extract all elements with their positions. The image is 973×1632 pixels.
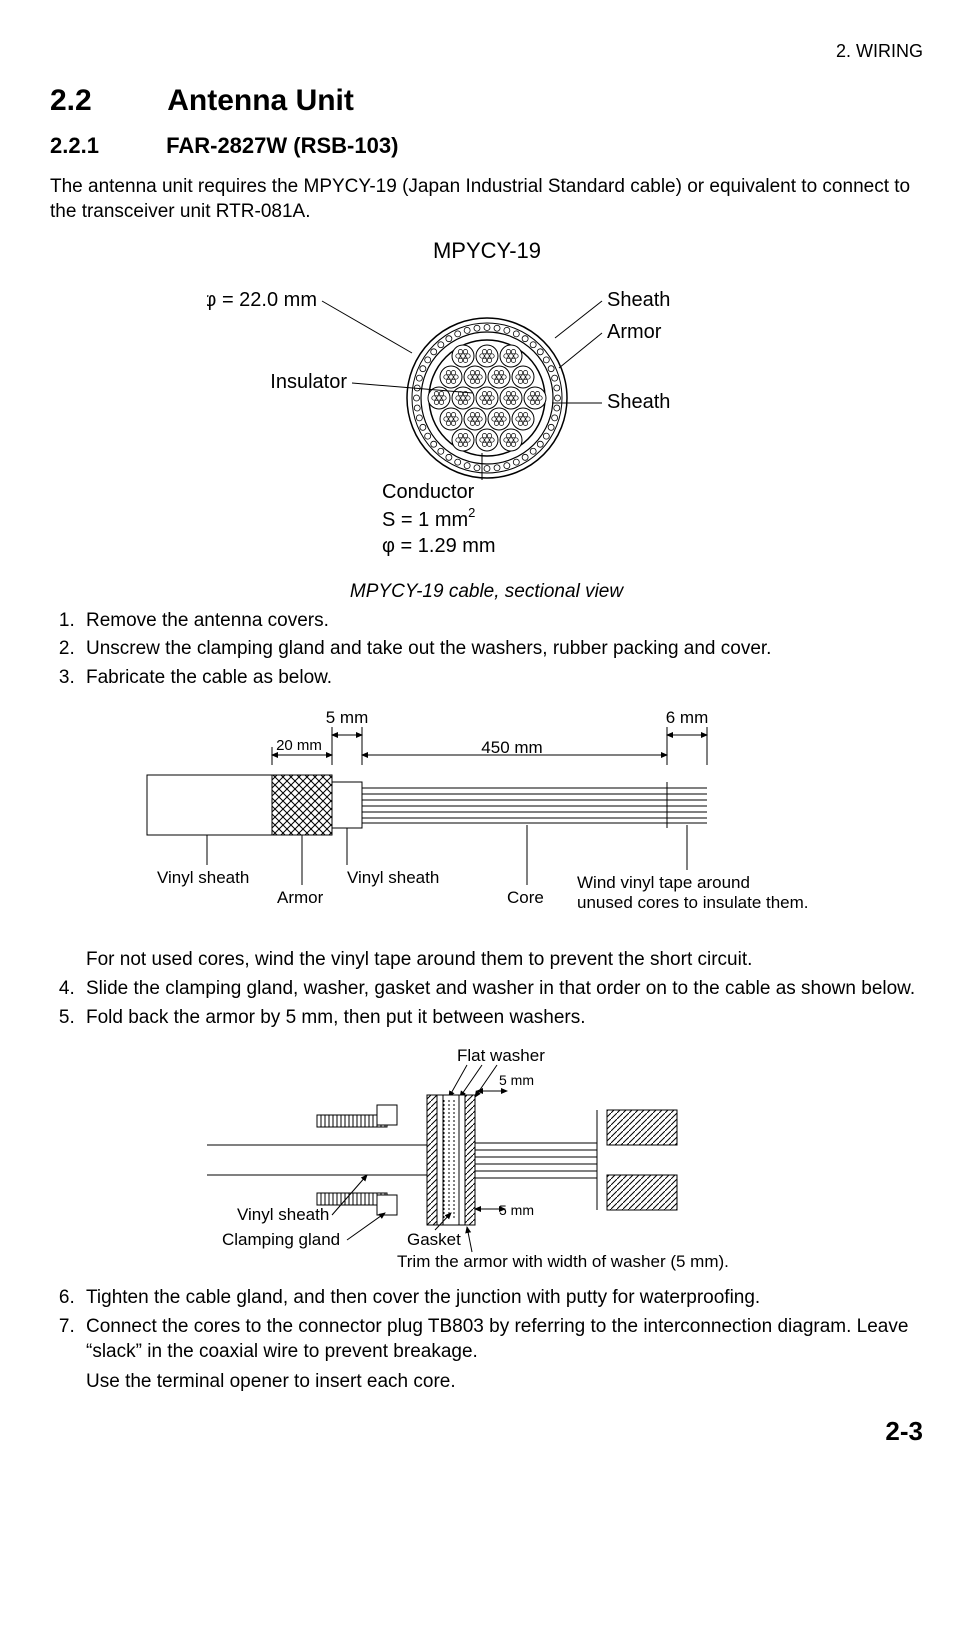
figure-cable-section: MPYCY-19 φ = 22.0 mm Insulator Sheath Ar…	[50, 238, 923, 576]
section-heading: 2.2 Antenna Unit	[50, 81, 923, 120]
chapter-header: 2. WIRING	[50, 40, 923, 63]
step-7: Connect the cores to the connector plug …	[80, 1315, 923, 1364]
subsection-title: FAR-2827W (RSB-103)	[166, 133, 398, 158]
fig2-vinylsheath-left: Vinyl sheath	[157, 868, 249, 887]
fig1-armor-label: Armor	[607, 321, 662, 343]
step-6: Tighten the cable gland, and then cover …	[80, 1286, 923, 1311]
fig3-clampinggland: Clamping gland	[222, 1230, 340, 1249]
section-title: Antenna Unit	[167, 84, 354, 117]
fig2-5mm: 5 mm	[325, 708, 368, 727]
figure-clamping-gland: Flat washer 5 mm	[50, 1045, 923, 1283]
step-3: Fabricate the cable as below.	[80, 666, 923, 691]
fig2-armor: Armor	[277, 888, 324, 907]
fig3-5mm-top: 5 mm	[499, 1072, 534, 1088]
subsection-heading: 2.2.1 FAR-2827W (RSB-103)	[50, 132, 923, 161]
fig1-conductor-label: Conductor	[382, 481, 475, 503]
fig2-vinylsheath-mid: Vinyl sheath	[347, 868, 439, 887]
fig1-insulator-label: Insulator	[270, 371, 347, 393]
fig2-note2: unused cores to insulate them.	[577, 893, 809, 912]
fig3-flatwasher: Flat washer	[457, 1046, 545, 1065]
fig3-note: Trim the armor with width of washer (5 m…	[397, 1252, 729, 1271]
intro-paragraph: The antenna unit requires the MPYCY-19 (…	[50, 175, 923, 224]
fig2-6mm: 6 mm	[665, 708, 708, 727]
steps-list-b: Slide the clamping gland, washer, gasket…	[50, 977, 923, 1030]
step-4: Slide the clamping gland, washer, gasket…	[80, 977, 923, 1002]
fig3-gasket: Gasket	[407, 1230, 461, 1249]
step-5: Fold back the armor by 5 mm, then put it…	[80, 1006, 923, 1031]
fig1-sheath-bot-label: Sheath	[607, 391, 670, 413]
fig2-note1: Wind vinyl tape around	[577, 873, 750, 892]
section-number: 2.2	[50, 81, 160, 120]
steps-list-c: Tighten the cable gland, and then cover …	[50, 1286, 923, 1364]
fig1-title: MPYCY-19	[432, 238, 540, 263]
fig2-450mm: 450 mm	[481, 738, 542, 757]
figure-cable-fabrication: 5 mm 6 mm 20 mm 450 mm Vinyl sheath A	[50, 705, 923, 943]
fig2-core: Core	[507, 888, 544, 907]
page-number: 2-3	[50, 1415, 923, 1449]
fig1-cond-s: S = 1 mm2	[382, 505, 475, 531]
fig3-5mm-bot: 5 mm	[499, 1202, 534, 1218]
fig1-cond-phi: φ = 1.29 mm	[382, 535, 496, 557]
fig1-sheath-top-label: Sheath	[607, 289, 670, 311]
step-1: Remove the antenna covers.	[80, 609, 923, 634]
fig3-vinylsheath: Vinyl sheath	[237, 1205, 329, 1224]
mid-note: For not used cores, wind the vinyl tape …	[86, 948, 923, 973]
fig1-phi-label: φ = 22.0 mm	[207, 289, 317, 311]
tail-note: Use the terminal opener to insert each c…	[86, 1370, 923, 1395]
step-2: Unscrew the clamping gland and take out …	[80, 637, 923, 662]
subsection-number: 2.2.1	[50, 132, 160, 161]
fig2-20mm: 20 mm	[276, 737, 322, 754]
steps-list-a: Remove the antenna covers. Unscrew the c…	[50, 609, 923, 691]
figure1-caption: MPYCY-19 cable, sectional view	[50, 580, 923, 605]
